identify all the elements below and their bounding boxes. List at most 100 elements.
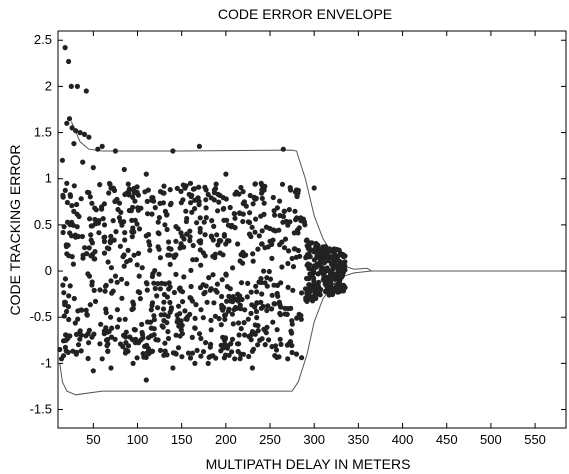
- data-point: [261, 268, 267, 274]
- data-point: [67, 222, 73, 228]
- data-point: [217, 192, 223, 198]
- data-point: [166, 286, 172, 292]
- data-point: [184, 316, 190, 322]
- data-point: [272, 301, 278, 307]
- data-point: [211, 300, 217, 306]
- data-point: [67, 283, 73, 289]
- data-point: [289, 330, 295, 336]
- data-point: [218, 342, 224, 348]
- y-tick-label: 0: [45, 263, 52, 278]
- data-point: [219, 293, 225, 300]
- data-point: [151, 317, 157, 323]
- data-point: [269, 292, 275, 298]
- data-point: [190, 242, 196, 249]
- data-point: [155, 244, 161, 250]
- data-point: [160, 324, 166, 330]
- data-point: [144, 342, 150, 348]
- data-point: [238, 326, 244, 332]
- data-point: [102, 283, 109, 289]
- data-point: [258, 180, 264, 186]
- data-point: [255, 246, 261, 252]
- data-point: [250, 251, 256, 257]
- data-point: [67, 230, 73, 236]
- data-point: [193, 302, 199, 308]
- data-point: [156, 271, 162, 277]
- data-point: [188, 267, 194, 273]
- y-axis-ticks: -1.5 -1 -0.5 0 0.5 1 1.5 2 2.5: [30, 32, 566, 417]
- data-point: [341, 259, 347, 266]
- data-point: [121, 263, 127, 269]
- data-point: [306, 282, 312, 288]
- data-point: [303, 295, 309, 301]
- data-point: [63, 308, 70, 315]
- data-point: [67, 192, 73, 198]
- data-point: [244, 294, 250, 300]
- data-point: [223, 171, 229, 177]
- data-point: [82, 245, 88, 251]
- data-point: [148, 325, 154, 331]
- data-point: [148, 307, 154, 313]
- data-point: [120, 343, 126, 350]
- data-point: [175, 345, 182, 351]
- data-point: [108, 265, 114, 271]
- y-tick-label: -0.5: [30, 309, 52, 324]
- data-point: [270, 237, 276, 243]
- data-point: [269, 344, 275, 350]
- data-point: [202, 253, 208, 259]
- data-point: [97, 341, 103, 347]
- data-point: [151, 313, 157, 319]
- data-point: [196, 198, 202, 205]
- data-point: [160, 190, 166, 196]
- data-point: [231, 211, 238, 217]
- data-point: [142, 189, 148, 195]
- data-point: [248, 332, 254, 338]
- data-point: [304, 275, 310, 282]
- data-point: [108, 278, 114, 284]
- data-point: [156, 231, 162, 237]
- data-point: [236, 191, 242, 197]
- data-point: [270, 319, 276, 325]
- data-point: [125, 181, 131, 187]
- data-point: [114, 324, 121, 330]
- data-point: [105, 348, 111, 354]
- data-point: [241, 320, 247, 326]
- data-point: [127, 257, 133, 263]
- data-point: [178, 200, 184, 206]
- data-point: [88, 232, 94, 238]
- data-point: [246, 219, 253, 226]
- data-point: [125, 343, 132, 349]
- data-point: [157, 347, 164, 353]
- data-point: [245, 280, 251, 286]
- data-point: [230, 265, 236, 271]
- data-point: [160, 200, 166, 206]
- data-point: [140, 332, 146, 338]
- x-tick-label: 150: [171, 432, 193, 447]
- data-point: [173, 332, 179, 338]
- data-point: [66, 293, 72, 299]
- data-point: [242, 332, 248, 338]
- data-point: [65, 242, 71, 248]
- data-point: [288, 305, 294, 311]
- data-point: [201, 219, 207, 225]
- data-point: [229, 336, 236, 342]
- data-point: [75, 342, 82, 348]
- data-point: [101, 250, 108, 256]
- x-tick-label: 50: [86, 432, 100, 447]
- data-point: [77, 336, 83, 342]
- data-point: [69, 125, 75, 131]
- plot-frame: [57, 30, 567, 429]
- data-point: [240, 189, 246, 195]
- data-point: [131, 185, 137, 192]
- data-point: [293, 254, 299, 260]
- data-point: [203, 215, 209, 221]
- data-point: [68, 83, 74, 89]
- data-point: [259, 241, 265, 247]
- data-point: [173, 271, 179, 277]
- data-point: [164, 294, 170, 300]
- data-point: [100, 216, 106, 222]
- data-point: [218, 238, 224, 244]
- data-point: [102, 234, 108, 240]
- data-point: [213, 181, 219, 187]
- data-point: [176, 303, 182, 309]
- x-tick-label: 550: [524, 432, 546, 447]
